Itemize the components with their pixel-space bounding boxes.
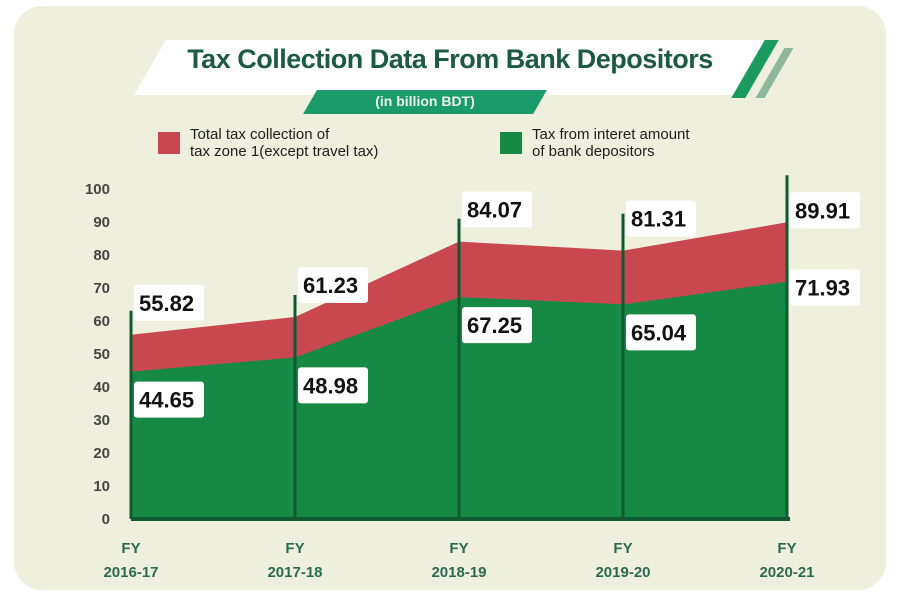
chart-subtitle: (in billion BDT) [375,93,475,109]
data-label-interest: 44.65 [139,388,194,413]
y-tick-label: 10 [93,478,110,495]
x-tick-label: 2018-19 [431,564,486,581]
x-tick-label: FY [121,540,140,557]
data-label-box-total [462,191,532,228]
data-label-box-interest [462,307,532,344]
data-label-box-total [298,266,368,303]
y-tick-label: 40 [93,379,110,396]
y-tick-label: 80 [93,247,110,264]
data-label-total: 61.23 [303,273,358,298]
data-label-interest: 67.25 [467,313,522,338]
chart-title: Tax Collection Data From Bank Depositors [187,44,713,74]
x-tick-label: FY [777,540,796,557]
legend-item-total: Total tax collection of tax zone 1(excep… [158,126,378,160]
data-label-box-interest [790,269,860,306]
y-tick-label: 30 [93,412,110,429]
y-tick-label: 50 [93,346,110,363]
data-label-total: 55.82 [139,291,194,316]
data-label-total: 89.91 [795,198,850,223]
y-tick-label: 20 [93,445,110,462]
y-tick-label: 90 [93,214,110,231]
data-label-box-total [790,192,860,229]
x-tick-label: 2019-20 [595,564,650,581]
x-tick-label: 2017-18 [267,564,322,581]
legend-label-line: Tax from interet amount [532,126,690,143]
legend-swatch-total [158,132,180,154]
data-label-box-interest [626,314,696,351]
data-label-box-interest [298,367,368,404]
data-label-interest: 48.98 [303,373,358,398]
y-tick-label: 100 [85,181,110,198]
data-label-box-total [134,284,204,321]
x-tick-label: FY [613,540,632,557]
x-tick-label: 2020-21 [759,564,814,581]
data-label-interest: 65.04 [631,320,687,345]
data-label-interest: 71.93 [795,276,850,301]
legend-label-line: Total tax collection of [190,126,330,143]
legend-label-total: Total tax collection of tax zone 1(excep… [190,126,378,160]
legend-label-line: tax zone 1(except travel tax) [190,143,379,160]
legend-label-line: of bank depositors [532,143,655,160]
x-tick-label: FY [449,540,468,557]
data-label-total: 81.31 [631,207,686,232]
x-tick-label: FY [285,540,304,557]
data-label-box-total [626,200,696,237]
data-label-total: 84.07 [467,198,522,223]
legend-swatch-interest [500,132,522,154]
data-label-box-interest [134,381,204,418]
legend-label-interest: Tax from interet amount of bank deposito… [532,126,690,160]
y-tick-label: 70 [93,280,110,297]
x-tick-label: 2016-17 [103,564,158,581]
legend-item-interest: Tax from interet amount of bank deposito… [500,126,690,160]
y-tick-label: 0 [102,511,110,528]
y-tick-label: 60 [93,313,110,330]
